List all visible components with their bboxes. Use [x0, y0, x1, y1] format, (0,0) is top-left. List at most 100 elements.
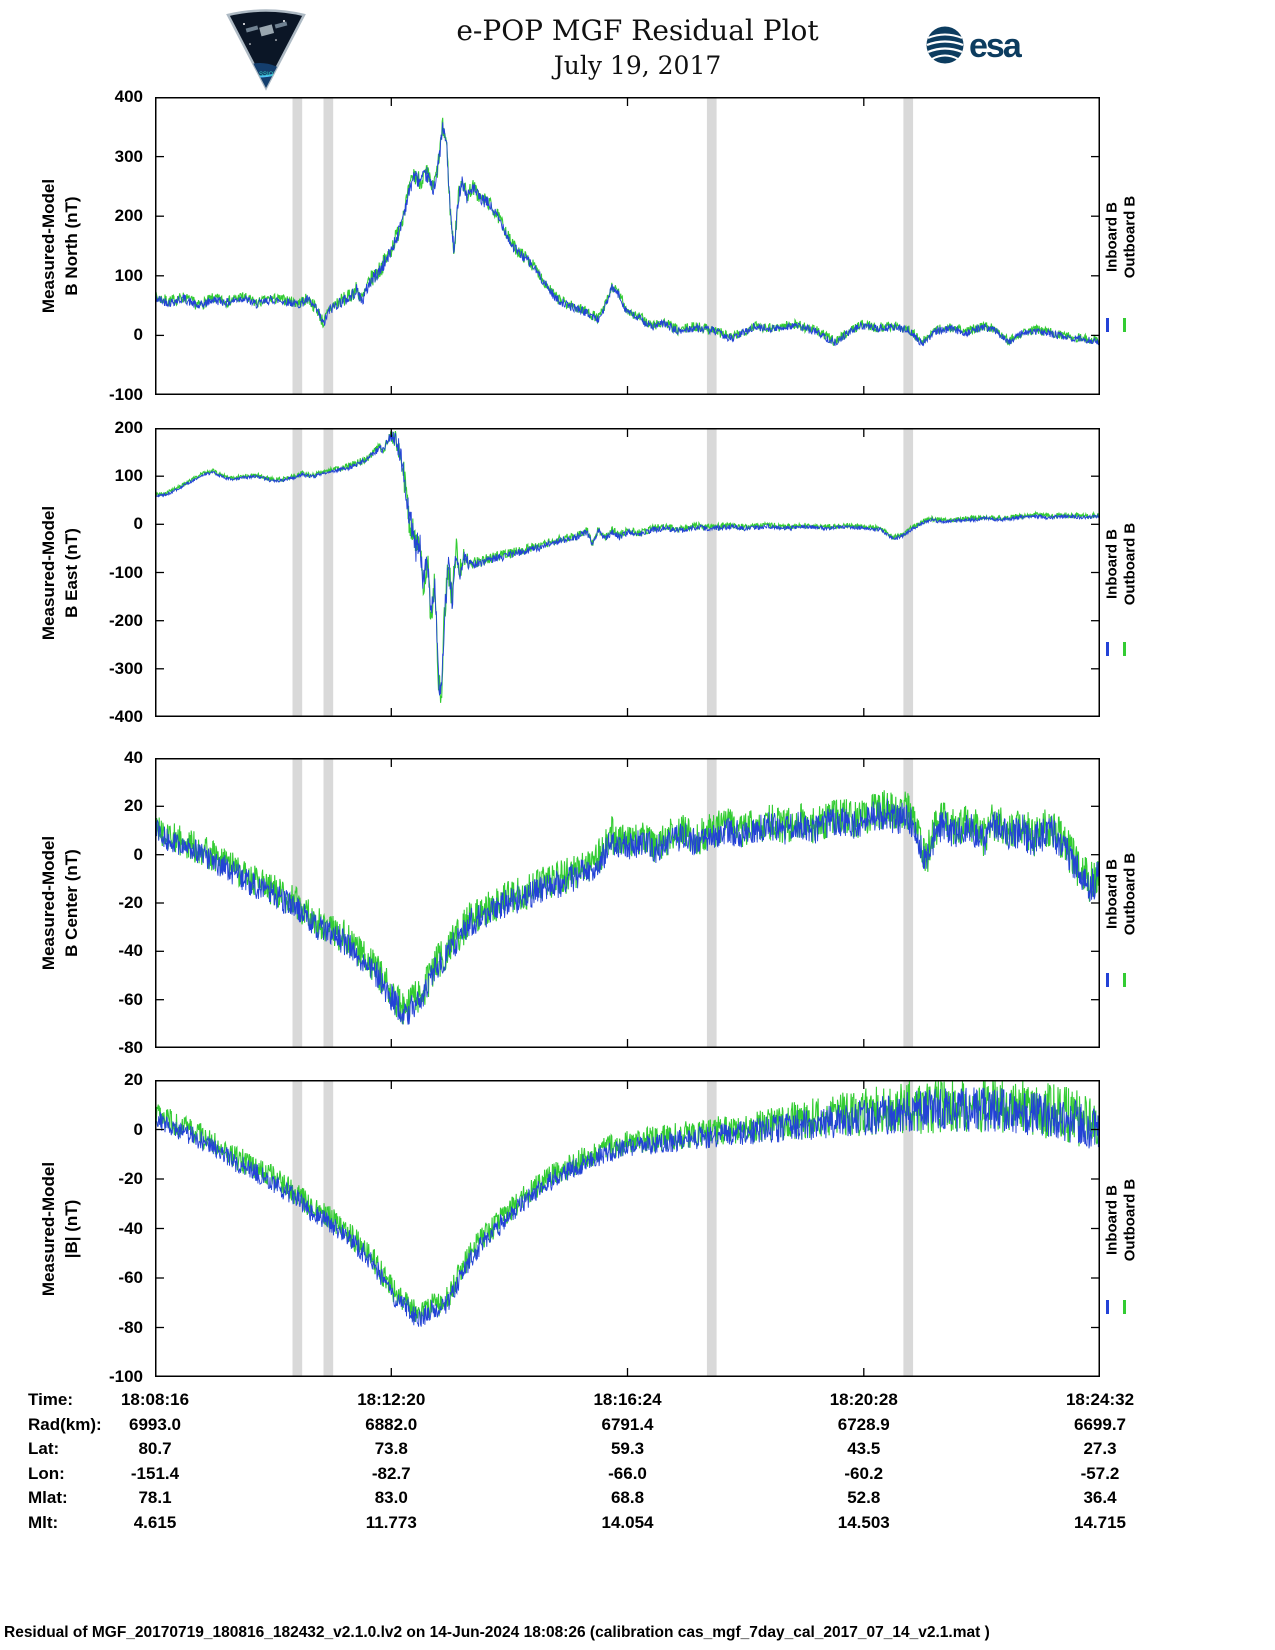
ephemeris-value: 36.4: [1083, 1488, 1117, 1507]
ephemeris-value: 6882.0: [365, 1414, 418, 1434]
outboard-legend-mark-icon: [1123, 972, 1126, 987]
ephemeris-value: 59.3: [610, 1439, 645, 1458]
ephemeris-row-label: Time:: [28, 1390, 74, 1409]
shaded-region: [323, 429, 334, 716]
outboard-legend-mark-icon: [1123, 317, 1126, 332]
y-tick-labels: 20 0 -20 -40 -60 -80 -100: [0, 1070, 147, 1386]
y-tick-label: -100: [108, 1367, 143, 1386]
inboard-legend-mark-icon: [1106, 641, 1109, 656]
legend-marks: [1106, 641, 1126, 660]
inboard-b-trace: [156, 431, 1099, 696]
shaded-region: [292, 1081, 303, 1376]
y-tick-label: 200: [114, 418, 143, 437]
ephemeris-value: -82.7: [371, 1463, 411, 1483]
ephemeris-value: 83.0: [374, 1488, 408, 1507]
plot-area-b-east: [155, 428, 1100, 717]
inboard-b-trace: [156, 798, 1099, 1025]
ephemeris-row: Rad(km): 6993.0 6882.0 6791.4 6728.9 6699.7: [0, 1415, 1275, 1439]
inboard-b-trace: [156, 1087, 1099, 1327]
outboard-legend-mark-icon: [1123, 641, 1126, 656]
legend-inboard-label: Inboard B: [1103, 528, 1121, 599]
shaded-region: [706, 1081, 717, 1376]
inboard-legend-mark-icon: [1106, 317, 1109, 332]
y-tick-label: -80: [118, 1317, 143, 1337]
y-tick-label: 0: [133, 1119, 143, 1139]
y-tick-label: -200: [108, 610, 143, 630]
shaded-region: [292, 429, 303, 716]
ephemeris-row: Lon: -151.4 -82.7 -66.0 -60.2 -57.2: [0, 1464, 1275, 1488]
ephemeris-value: 18:08:16: [120, 1390, 190, 1409]
panel-b-magnitude: Measured-Model |B| (nT) 20 0 -20 -40 -60 -80-…: [0, 1070, 1275, 1386]
ephemeris-value: 18:12:20: [357, 1390, 426, 1409]
ephemeris-value: 6699.7: [1074, 1414, 1126, 1434]
y-tick-label: 20: [124, 796, 143, 816]
ephemeris-value: 14.503: [837, 1512, 890, 1532]
legend-outboard-label: Outboard B: [1121, 1178, 1139, 1261]
shaded-region: [903, 1081, 914, 1376]
ephemeris-value: -57.2: [1080, 1463, 1120, 1483]
ephemeris-table: Time: 18:08:16 18:12:20 18:16:24 18:20:28 18:…: [0, 1390, 1275, 1550]
esa-logo: esa: [926, 26, 1025, 65]
ephemeris-value: 43.5: [847, 1439, 881, 1458]
y-tick-label: -60: [118, 989, 143, 1009]
ephemeris-value: 6728.9: [837, 1414, 890, 1434]
y-tick-label: 0: [133, 844, 143, 864]
legend-inboard-label: Inboard B: [1103, 859, 1121, 930]
ephemeris-value: 6993.0: [129, 1414, 181, 1434]
y-tick-label: 300: [114, 146, 143, 166]
panel-b-center: Measured-Model B Center (nT) 40 20 0 -20 -40…: [0, 748, 1275, 1057]
ephemeris-value: 73.8: [374, 1439, 408, 1458]
legend-inboard-label: Inboard B: [1103, 1184, 1121, 1255]
y-tick-label: -100: [108, 385, 143, 404]
y-tick-label: -80: [118, 1038, 143, 1057]
shaded-region: [903, 759, 914, 1047]
ephemeris-row-label: Mlat:: [28, 1488, 68, 1507]
ephemeris-row: Lat: 80.7 73.8 59.3 43.5 27.3: [0, 1439, 1275, 1463]
ephemeris-row-label: Rad(km):: [28, 1414, 102, 1434]
chart-date: July 19, 2017: [553, 51, 722, 80]
shaded-region: [292, 98, 303, 394]
ephemeris-value: 14.715: [1074, 1512, 1126, 1532]
y-tick-label: 400: [114, 87, 143, 106]
ephemeris-row-label: Lon:: [28, 1463, 65, 1483]
shaded-region: [706, 759, 717, 1047]
ephemeris-row-label: Mlt:: [28, 1512, 59, 1532]
esa-wordmark: esa: [969, 27, 1023, 65]
y-tick-label: -20: [118, 1169, 143, 1188]
ephemeris-row: Time: 18:08:16 18:12:20 18:16:24 18:20:28 18:…: [0, 1390, 1275, 1414]
y-tick-label: -60: [118, 1268, 143, 1287]
chart-header: e-POP MGF Residual Plot July 19, 2017: [0, 14, 1275, 80]
ephemeris-value: 6791.4: [601, 1414, 654, 1434]
y-tick-label: 100: [114, 265, 143, 285]
legend-outboard-label: Outboard B: [1121, 853, 1139, 936]
ephemeris-value: -151.4: [130, 1463, 180, 1483]
ephemeris-value: 68.8: [610, 1488, 645, 1507]
cassiope-mission-patch-logo: CASSIOPE: [226, 9, 306, 91]
ephemeris-value: 4.615: [133, 1512, 177, 1532]
ephemeris-value: 78.1: [138, 1488, 172, 1507]
chart-title: e-POP MGF Residual Plot: [456, 14, 819, 47]
ephemeris-row: Mlt: 4.615 11.773 14.054 14.503 14.715: [0, 1513, 1275, 1537]
legend-outboard-label: Outboard B: [1121, 195, 1139, 279]
inboard-b-trace: [156, 122, 1099, 347]
panel-b-east: Measured-Model B East (nT) 200 100 0 -100 -2…: [0, 418, 1275, 726]
plot-area-b-magnitude: [155, 1080, 1100, 1377]
legend-inboard-label: Inboard B: [1103, 202, 1121, 273]
ephemeris-value: 11.773: [365, 1512, 417, 1532]
ephemeris-value: 27.3: [1083, 1439, 1117, 1458]
y-tick-label: -300: [108, 658, 143, 678]
y-tick-label: 200: [114, 206, 143, 226]
ephemeris-value: 14.054: [601, 1512, 654, 1532]
cassiope-patch-text: CASSIOPE: [251, 72, 282, 78]
ephemeris-row-label: Lat:: [28, 1439, 60, 1458]
y-tick-label: 40: [124, 748, 143, 767]
plot-area-b-north: [155, 97, 1100, 395]
y-tick-labels: 40 20 0 -20 -40 -60 -80: [0, 748, 147, 1057]
shaded-region: [903, 429, 914, 716]
ephemeris-value: 18:20:28: [829, 1390, 898, 1409]
y-tick-label: -20: [118, 893, 143, 912]
y-tick-label: 20: [124, 1070, 143, 1089]
shaded-region: [706, 98, 717, 394]
ephemeris-value: 80.7: [138, 1439, 172, 1458]
